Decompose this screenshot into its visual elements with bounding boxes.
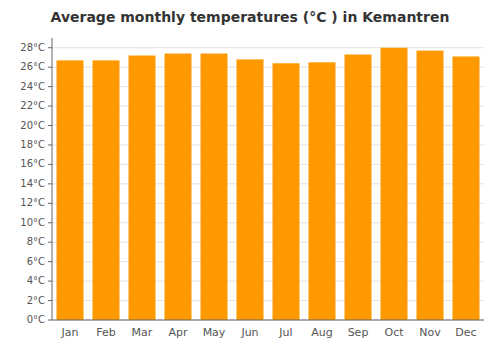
- y-tick: [48, 67, 52, 68]
- x-tick-label: Apr: [168, 326, 188, 339]
- y-tick: [48, 164, 52, 165]
- x-tick-label: Sep: [348, 326, 369, 339]
- x-axis: Jan Feb Mar Apr May Jun Jul Aug Sep Oct Nov Dec: [52, 320, 484, 339]
- y-tick: [48, 203, 52, 204]
- bar: [129, 56, 156, 320]
- y-tick: [48, 320, 52, 321]
- y-tick: [48, 106, 52, 107]
- bar: [201, 54, 228, 320]
- y-tick-label: 10°C: [20, 217, 45, 228]
- y-tick-label: 16°C: [20, 158, 45, 169]
- y-tick: [48, 261, 52, 262]
- y-tick-label: 6°C: [27, 256, 45, 267]
- grid-line: [52, 320, 484, 321]
- x-tick-label: Aug: [311, 326, 332, 339]
- y-axis: 0°C 2°C 4°C 6°C 8°C 10°C 12°C 14°C 16°C 18°C 20°C 2…: [20, 38, 52, 325]
- bar: [309, 62, 336, 320]
- y-tick: [48, 125, 52, 126]
- bar: [93, 60, 120, 320]
- x-tick-label: Jan: [61, 326, 79, 339]
- title: Average monthly temperatures (°C ) in Ke…: [51, 9, 450, 25]
- y-axis-line: [52, 38, 53, 320]
- bar: [237, 59, 264, 320]
- x-axis-line: [52, 320, 484, 321]
- x-tick-label: Dec: [455, 326, 476, 339]
- x-tick-label: Oct: [384, 326, 404, 339]
- y-tick: [48, 281, 52, 282]
- bar: [345, 55, 372, 320]
- bar: [453, 56, 480, 320]
- bar: [165, 54, 192, 320]
- y-tick: [48, 242, 52, 243]
- y-tick-label: 14°C: [20, 178, 45, 189]
- y-grid: [52, 48, 484, 320]
- y-tick-label: 4°C: [27, 275, 45, 286]
- y-tick-label: 26°C: [20, 61, 45, 72]
- y-tick: [48, 300, 52, 301]
- x-tick-label: May: [203, 326, 226, 339]
- y-tick-label: 0°C: [27, 314, 45, 325]
- y-tick-label: 28°C: [20, 42, 45, 53]
- y-tick-label: 24°C: [20, 81, 45, 92]
- bar: [273, 63, 300, 320]
- x-tick-label: Jun: [240, 326, 258, 339]
- y-tick-label: 12°C: [20, 197, 45, 208]
- grid-line: [52, 47, 484, 48]
- x-tick-label: Jul: [278, 326, 292, 339]
- y-tick-label: 20°C: [20, 120, 45, 131]
- bars: [57, 48, 480, 320]
- x-tick-label: Feb: [96, 326, 115, 339]
- y-tick: [48, 86, 52, 87]
- y-tick: [48, 222, 52, 223]
- chart-container: 0°C 2°C 4°C 6°C 8°C 10°C 12°C 14°C 16°C 18°C 20°C 2…: [0, 0, 500, 350]
- bar: [417, 51, 444, 320]
- y-tick: [48, 47, 52, 48]
- bar: [57, 60, 84, 320]
- x-tick-label: Nov: [419, 326, 441, 339]
- bar: [381, 48, 408, 320]
- y-tick-label: 2°C: [27, 295, 45, 306]
- y-tick: [48, 144, 52, 145]
- y-tick-label: 8°C: [27, 236, 45, 247]
- x-tick-label: Mar: [132, 326, 153, 339]
- y-tick: [48, 183, 52, 184]
- y-tick-label: 18°C: [20, 139, 45, 150]
- page: {"chart_data": {"type": "bar", "title": …: [0, 0, 500, 350]
- chart-svg: 0°C 2°C 4°C 6°C 8°C 10°C 12°C 14°C 16°C 18°C 20°C 2…: [0, 0, 500, 350]
- y-tick-label: 22°C: [20, 100, 45, 111]
